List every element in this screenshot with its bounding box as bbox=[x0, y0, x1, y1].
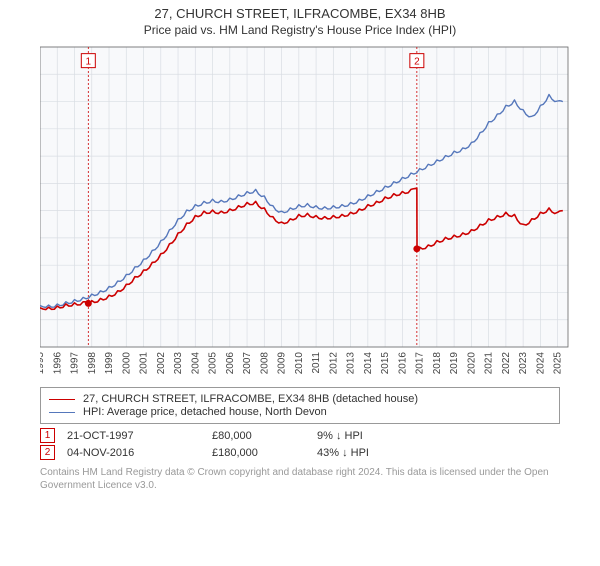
legend-swatch-hpi bbox=[49, 412, 75, 413]
svg-text:1998: 1998 bbox=[87, 352, 98, 375]
svg-text:2018: 2018 bbox=[432, 352, 443, 375]
svg-text:2009: 2009 bbox=[277, 352, 288, 375]
svg-text:2019: 2019 bbox=[449, 352, 460, 375]
marker-pct-2: 43% ↓ HPI bbox=[317, 447, 437, 459]
svg-text:2025: 2025 bbox=[553, 352, 564, 375]
marker-badge-2: 2 bbox=[40, 445, 55, 460]
legend-swatch-paid bbox=[49, 399, 75, 400]
svg-text:2002: 2002 bbox=[156, 352, 167, 375]
svg-text:2005: 2005 bbox=[208, 352, 219, 375]
marker-date-2: 04-NOV-2016 bbox=[67, 447, 212, 459]
svg-text:2004: 2004 bbox=[190, 352, 201, 375]
svg-text:2011: 2011 bbox=[311, 352, 322, 374]
svg-text:2022: 2022 bbox=[501, 352, 512, 375]
legend-label-hpi: HPI: Average price, detached house, Nort… bbox=[83, 406, 327, 418]
svg-text:2024: 2024 bbox=[535, 352, 546, 375]
svg-text:2: 2 bbox=[414, 57, 420, 68]
copyright-text: Contains HM Land Registry data © Crown c… bbox=[40, 466, 560, 492]
svg-text:1997: 1997 bbox=[70, 352, 81, 375]
svg-text:1999: 1999 bbox=[104, 352, 115, 375]
svg-text:2015: 2015 bbox=[380, 352, 391, 375]
svg-text:2014: 2014 bbox=[363, 352, 374, 375]
page-title: 27, CHURCH STREET, ILFRACOMBE, EX34 8HB bbox=[0, 6, 600, 21]
svg-text:1995: 1995 bbox=[40, 352, 46, 375]
legend-label-paid: 27, CHURCH STREET, ILFRACOMBE, EX34 8HB … bbox=[83, 393, 418, 405]
svg-text:2023: 2023 bbox=[518, 352, 529, 375]
svg-text:2003: 2003 bbox=[173, 352, 184, 375]
svg-text:1996: 1996 bbox=[52, 352, 63, 375]
marker-price-1: £80,000 bbox=[212, 430, 317, 442]
svg-text:2010: 2010 bbox=[294, 352, 305, 375]
marker-row-1: 1 21-OCT-1997 £80,000 9% ↓ HPI bbox=[40, 428, 560, 443]
svg-text:2016: 2016 bbox=[397, 352, 408, 375]
marker-price-2: £180,000 bbox=[212, 447, 317, 459]
svg-text:2007: 2007 bbox=[242, 352, 253, 375]
svg-text:2020: 2020 bbox=[466, 352, 477, 375]
page-subtitle: Price paid vs. HM Land Registry's House … bbox=[0, 23, 600, 37]
legend-item-hpi: HPI: Average price, detached house, Nort… bbox=[49, 406, 551, 418]
marker-row-2: 2 04-NOV-2016 £180,000 43% ↓ HPI bbox=[40, 445, 560, 460]
sale-markers-table: 1 21-OCT-1997 £80,000 9% ↓ HPI 2 04-NOV-… bbox=[40, 428, 560, 460]
chart-container: £0£50K£100K£150K£200K£250K£300K£350K£400… bbox=[40, 41, 600, 377]
legend-item-paid: 27, CHURCH STREET, ILFRACOMBE, EX34 8HB … bbox=[49, 393, 551, 405]
svg-text:2012: 2012 bbox=[328, 352, 339, 375]
svg-text:2006: 2006 bbox=[225, 352, 236, 375]
marker-pct-1: 9% ↓ HPI bbox=[317, 430, 437, 442]
svg-text:2001: 2001 bbox=[139, 352, 150, 375]
svg-text:2021: 2021 bbox=[484, 352, 495, 375]
svg-text:2000: 2000 bbox=[121, 352, 132, 375]
legend: 27, CHURCH STREET, ILFRACOMBE, EX34 8HB … bbox=[40, 387, 560, 424]
svg-text:2017: 2017 bbox=[415, 352, 426, 375]
svg-text:2013: 2013 bbox=[346, 352, 357, 375]
price-chart: £0£50K£100K£150K£200K£250K£300K£350K£400… bbox=[40, 41, 600, 377]
svg-text:2008: 2008 bbox=[259, 352, 270, 375]
marker-badge-1: 1 bbox=[40, 428, 55, 443]
svg-text:1: 1 bbox=[86, 57, 92, 68]
marker-date-1: 21-OCT-1997 bbox=[67, 430, 212, 442]
